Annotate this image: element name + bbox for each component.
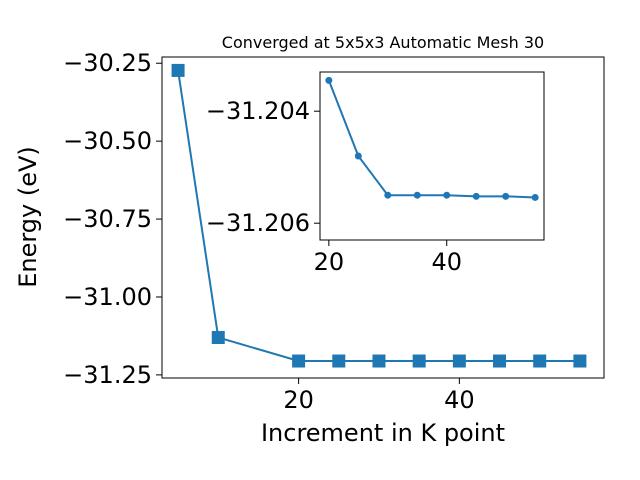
x-axis-label: Increment in K point xyxy=(261,419,505,447)
main-series-line xyxy=(177,70,580,363)
inset-x-axis: 20 40 xyxy=(314,240,462,276)
inset-series xyxy=(325,76,539,201)
inset-x-tick-label: 40 xyxy=(431,248,462,276)
inset-y-axis: −31.206 −31.204 xyxy=(206,97,320,237)
inset-data-point xyxy=(413,191,421,199)
main-data-point xyxy=(292,354,306,368)
inset-data-point xyxy=(384,191,392,199)
inset-data-point xyxy=(443,191,451,199)
inset-y-tick-label: −31.204 xyxy=(206,97,310,125)
main-data-point xyxy=(452,354,466,368)
inset-data-point xyxy=(472,192,480,200)
inset-y-tick-label: −31.206 xyxy=(206,209,310,237)
main-x-tick-label: 40 xyxy=(444,386,475,414)
main-y-tick-label: −30.50 xyxy=(63,127,152,155)
main-data-point xyxy=(573,354,587,368)
main-data-point xyxy=(332,354,346,368)
main-series xyxy=(171,63,587,368)
main-data-point xyxy=(211,330,225,344)
main-y-axis: −30.25 −30.50 −30.75 −31.00 −31.25 xyxy=(63,49,162,389)
main-y-tick-label: −30.75 xyxy=(63,205,152,233)
main-data-point xyxy=(533,354,547,368)
y-axis-label: Energy (eV) xyxy=(14,146,42,288)
main-plot-frame xyxy=(161,56,605,379)
main-y-tick-label: −31.00 xyxy=(63,283,152,311)
main-x-axis: 20 40 xyxy=(283,378,475,414)
main-data-point xyxy=(171,63,185,77)
main-y-tick-label: −31.25 xyxy=(63,361,152,389)
inset-data-point xyxy=(354,152,362,160)
inset-plot-frame xyxy=(319,71,545,241)
chart-title: Converged at 5x5x3 Automatic Mesh 30 xyxy=(222,33,544,52)
main-x-tick-label: 20 xyxy=(283,386,314,414)
inset-data-point xyxy=(325,76,333,84)
main-y-tick-label: −30.25 xyxy=(63,49,152,77)
main-data-point xyxy=(412,354,426,368)
main-data-point xyxy=(372,354,386,368)
inset-data-point xyxy=(502,192,510,200)
inset-series-line xyxy=(327,80,536,199)
inset-x-tick-label: 20 xyxy=(314,248,345,276)
main-data-point xyxy=(493,354,507,368)
inset-data-point xyxy=(531,193,539,201)
